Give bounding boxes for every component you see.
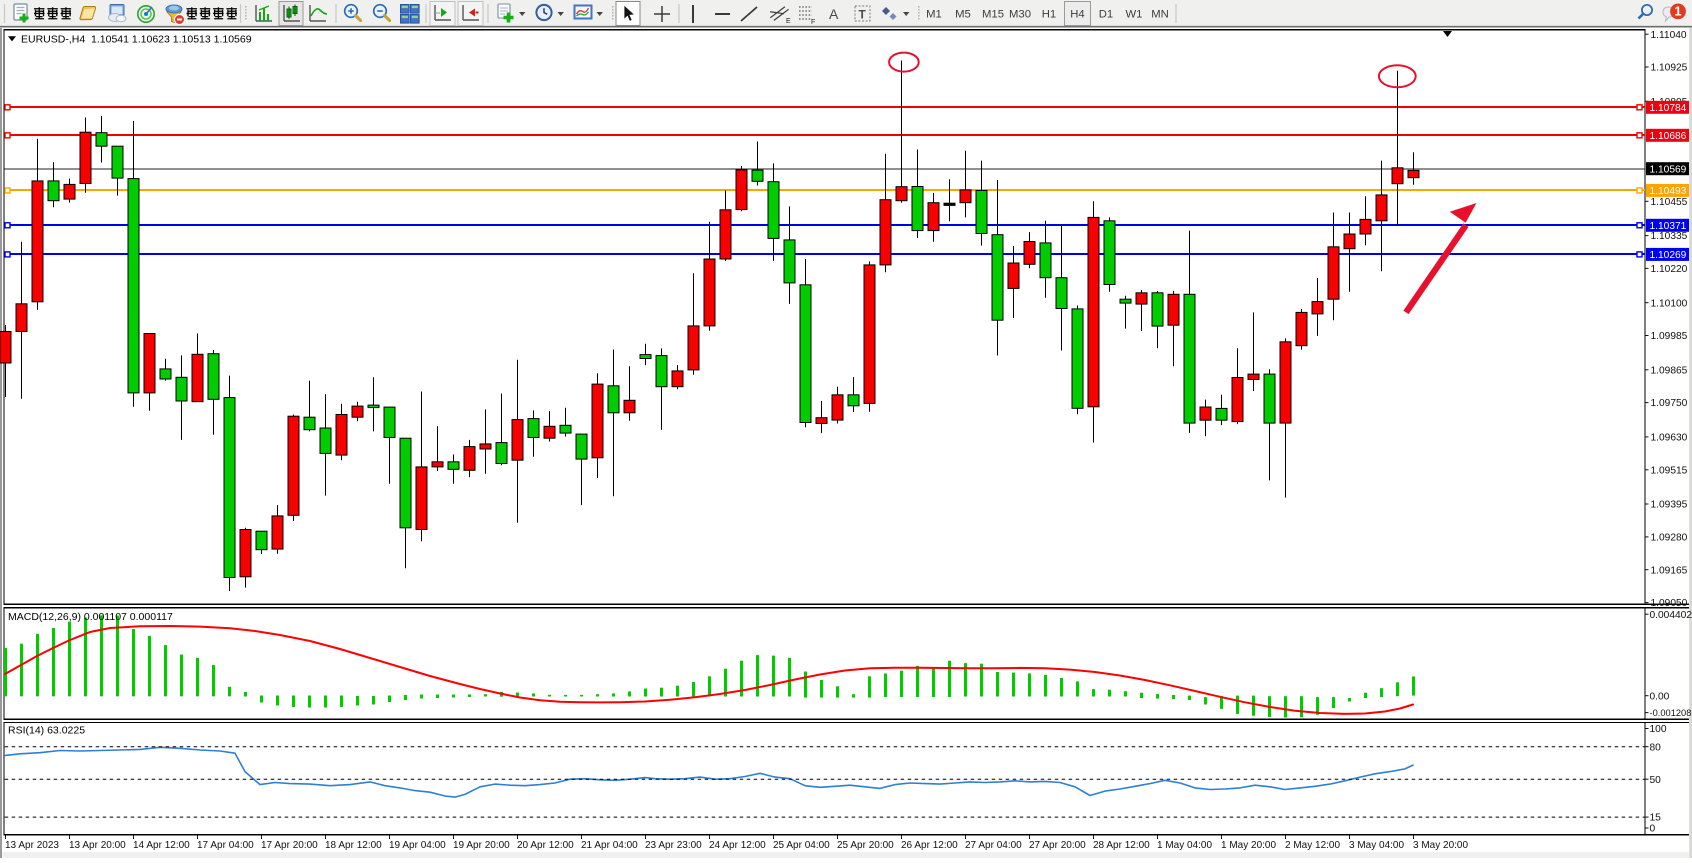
svg-text:28 Apr 12:00: 28 Apr 12:00 <box>1093 840 1150 851</box>
svg-text:M30: M30 <box>1009 9 1031 21</box>
svg-text:1.10220: 1.10220 <box>1651 264 1688 275</box>
svg-text:1.10925: 1.10925 <box>1651 63 1688 74</box>
svg-text:MN: MN <box>1151 9 1169 21</box>
svg-text:-0.001208: -0.001208 <box>1650 708 1692 718</box>
svg-text:E: E <box>786 18 791 25</box>
svg-text:1.09165: 1.09165 <box>1651 565 1688 576</box>
svg-text:24 Apr 12:00: 24 Apr 12:00 <box>709 840 766 851</box>
svg-text:T: T <box>859 8 867 22</box>
svg-text:23 Apr 23:00: 23 Apr 23:00 <box>645 840 702 851</box>
svg-text:80: 80 <box>1650 742 1662 753</box>
svg-text:3 May 04:00: 3 May 04:00 <box>1349 840 1404 851</box>
svg-text:17 Apr 04:00: 17 Apr 04:00 <box>197 840 254 851</box>
svg-text:1.09395: 1.09395 <box>1651 500 1688 511</box>
svg-text:M15: M15 <box>982 9 1004 21</box>
svg-text:H1: H1 <box>1042 9 1056 21</box>
svg-text:1 May 04:00: 1 May 04:00 <box>1157 840 1212 851</box>
svg-text:25 Apr 20:00: 25 Apr 20:00 <box>837 840 894 851</box>
svg-text:21 Apr 04:00: 21 Apr 04:00 <box>581 840 638 851</box>
svg-text:F: F <box>811 19 815 26</box>
svg-text:17 Apr 20:00: 17 Apr 20:00 <box>261 840 318 851</box>
svg-text:0.00: 0.00 <box>1650 691 1670 702</box>
svg-text:1.09985: 1.09985 <box>1651 331 1688 342</box>
svg-text:1.09515: 1.09515 <box>1651 465 1688 476</box>
svg-text:26 Apr 12:00: 26 Apr 12:00 <box>901 840 958 851</box>
svg-text:18 Apr 12:00: 18 Apr 12:00 <box>325 840 382 851</box>
svg-text:3 May 20:00: 3 May 20:00 <box>1413 840 1468 851</box>
svg-text:25 Apr 04:00: 25 Apr 04:00 <box>773 840 830 851</box>
svg-text:1.10569: 1.10569 <box>1650 165 1687 176</box>
svg-text:27 Apr 04:00: 27 Apr 04:00 <box>965 840 1022 851</box>
svg-text:1.10371: 1.10371 <box>1650 221 1687 232</box>
svg-text:EURUSD-,H4 1.10541 1.10623 1.: EURUSD-,H4 1.10541 1.10623 1.10513 1.105… <box>21 34 252 46</box>
svg-text:MACD(12,26,9) 0.001107 0.00011: MACD(12,26,9) 0.001107 0.000117 <box>8 611 173 623</box>
svg-text:20 Apr 12:00: 20 Apr 12:00 <box>517 840 574 851</box>
svg-text:1.09865: 1.09865 <box>1651 365 1688 376</box>
svg-text:2 May 12:00: 2 May 12:00 <box>1285 840 1340 851</box>
svg-text:1.09050: 1.09050 <box>1651 598 1688 609</box>
svg-text:1.10455: 1.10455 <box>1651 197 1688 208</box>
svg-text:1.09750: 1.09750 <box>1651 398 1688 409</box>
svg-text:0.004402: 0.004402 <box>1650 610 1692 621</box>
svg-text:1.10493: 1.10493 <box>1650 186 1687 197</box>
svg-text:100: 100 <box>1650 724 1667 735</box>
svg-text:50: 50 <box>1650 775 1662 786</box>
svg-text:1.10100: 1.10100 <box>1651 298 1688 309</box>
svg-text:D1: D1 <box>1099 9 1113 21</box>
svg-text:1.09630: 1.09630 <box>1651 433 1688 444</box>
svg-text:19 Apr 20:00: 19 Apr 20:00 <box>453 840 510 851</box>
svg-text:W1: W1 <box>1126 9 1143 21</box>
svg-text:1.10686: 1.10686 <box>1650 131 1687 142</box>
svg-text:13 Apr 2023: 13 Apr 2023 <box>5 840 59 851</box>
svg-text:1.10784: 1.10784 <box>1650 103 1687 114</box>
svg-text:M1: M1 <box>926 9 942 21</box>
svg-text:A: A <box>829 6 839 22</box>
svg-text:H4: H4 <box>1070 9 1084 21</box>
svg-text:1.10335: 1.10335 <box>1651 231 1688 242</box>
svg-text:1.09280: 1.09280 <box>1651 533 1688 544</box>
svg-text:27 Apr 20:00: 27 Apr 20:00 <box>1029 840 1086 851</box>
svg-text:0: 0 <box>1650 824 1656 835</box>
svg-text:M5: M5 <box>955 9 971 21</box>
svg-text:19 Apr 04:00: 19 Apr 04:00 <box>389 840 446 851</box>
svg-text:1 May 20:00: 1 May 20:00 <box>1221 840 1276 851</box>
svg-text:1: 1 <box>1675 5 1682 19</box>
svg-text:14 Apr 12:00: 14 Apr 12:00 <box>133 840 190 851</box>
svg-text:15: 15 <box>1650 813 1662 824</box>
svg-text:RSI(14) 63.0225: RSI(14) 63.0225 <box>8 725 85 737</box>
svg-text:1.10269: 1.10269 <box>1650 250 1687 261</box>
svg-text:13 Apr 20:00: 13 Apr 20:00 <box>69 840 126 851</box>
